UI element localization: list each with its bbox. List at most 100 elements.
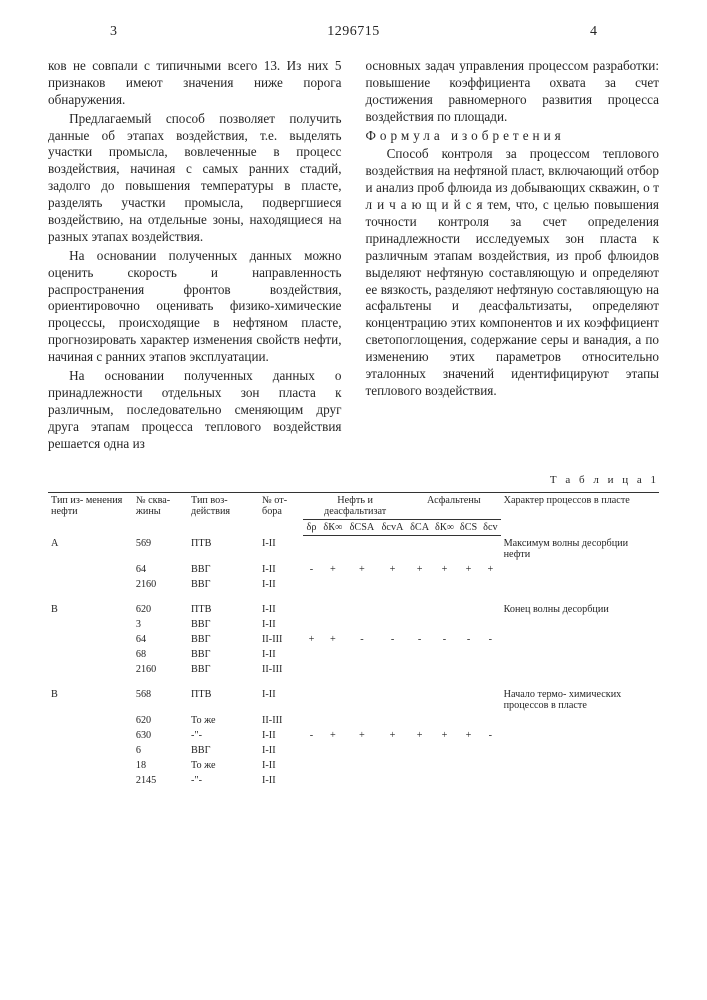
table-cell [432, 536, 457, 562]
table-cell [480, 713, 500, 728]
table-cell [48, 728, 133, 743]
th-sub: δК∞ [432, 520, 457, 536]
table-cell [480, 647, 500, 662]
table-cell: + [457, 562, 480, 577]
th-sub: δcv [480, 520, 500, 536]
table-caption: Т а б л и ц а 1 [48, 474, 659, 486]
th-sub: δCSА [346, 520, 378, 536]
table-cell [407, 592, 432, 617]
page-number-left: 3 [110, 24, 117, 40]
table-cell: I-II [259, 536, 303, 562]
table-row: 2160ВВГI-II [48, 577, 659, 592]
table-body: А569ПТВI-IIМаксимум волны десорбции нефт… [48, 536, 659, 788]
table-cell [501, 713, 659, 728]
table-cell: I-II [259, 677, 303, 713]
table-cell [378, 677, 407, 713]
table-row: В620ПТВI-IIКонец волны десорбции [48, 592, 659, 617]
table-cell [501, 647, 659, 662]
table-cell: 18 [133, 758, 188, 773]
th-sub: δК∞ [320, 520, 346, 536]
table-cell: I-II [259, 758, 303, 773]
page-number-right: 4 [590, 24, 597, 40]
table-cell [320, 713, 346, 728]
table-cell: + [480, 562, 500, 577]
table-cell [480, 617, 500, 632]
table-cell [303, 647, 320, 662]
table-cell: + [320, 728, 346, 743]
table-cell [432, 773, 457, 788]
table-cell: 620 [133, 713, 188, 728]
table-cell: I-II [259, 743, 303, 758]
table-cell [48, 743, 133, 758]
table-cell: I-II [259, 773, 303, 788]
table-cell: А [48, 536, 133, 562]
table-cell: + [432, 562, 457, 577]
table-row: В568ПТВI-IIНачало термо- химических проц… [48, 677, 659, 713]
table-cell [346, 758, 378, 773]
table-cell [378, 536, 407, 562]
text-columns: ков не совпали с типичными всего 13. Из … [48, 58, 659, 454]
table-cell [407, 677, 432, 713]
table-cell [407, 743, 432, 758]
table-cell: - [480, 728, 500, 743]
table-cell [407, 577, 432, 592]
table-cell: I-II [259, 647, 303, 662]
table-cell [48, 577, 133, 592]
right-column: основных задач управления процессом разр… [366, 58, 660, 454]
table-cell [407, 662, 432, 677]
table-cell [407, 536, 432, 562]
table-cell [432, 577, 457, 592]
table-cell [501, 632, 659, 647]
th-type: Тип из- менения нефти [48, 493, 133, 536]
table-cell [303, 713, 320, 728]
th-sub: δCS [457, 520, 480, 536]
table-cell [432, 677, 457, 713]
table-cell [501, 562, 659, 577]
table-cell: + [320, 632, 346, 647]
right-para-0: основных задач управления процессом разр… [366, 58, 660, 126]
table-cell [303, 677, 320, 713]
table-cell [457, 743, 480, 758]
table-cell: II-III [259, 632, 303, 647]
left-para-3: На основании полученных данных о принадл… [48, 368, 342, 452]
table-cell [48, 713, 133, 728]
table-cell: 620 [133, 592, 188, 617]
table-cell: В [48, 592, 133, 617]
table-row: 630-"-I-II-++++++- [48, 728, 659, 743]
th-sub: δCА [407, 520, 432, 536]
th-sample: № от- бора [259, 493, 303, 536]
table-cell: 2160 [133, 662, 188, 677]
table-cell [501, 577, 659, 592]
table-cell [320, 617, 346, 632]
table-cell: - [378, 632, 407, 647]
table-cell [501, 758, 659, 773]
table-cell: I-II [259, 577, 303, 592]
table-cell: 64 [133, 562, 188, 577]
formula-title: Формула изобретения [366, 128, 660, 145]
table-cell [48, 617, 133, 632]
table-cell [320, 773, 346, 788]
table-cell: + [407, 728, 432, 743]
table-cell: 568 [133, 677, 188, 713]
table-cell [501, 662, 659, 677]
th-group-deasph: Нефть и деасфальтизат [303, 493, 407, 520]
table-cell [48, 562, 133, 577]
table-cell [346, 617, 378, 632]
right-para-1: Способ контроля за процессом теплового в… [366, 146, 660, 399]
table-cell: + [320, 562, 346, 577]
table-1: Т а б л и ц а 1 Тип из- менения нефти № … [48, 474, 659, 788]
table-cell [378, 577, 407, 592]
table-cell: 630 [133, 728, 188, 743]
table-cell [346, 592, 378, 617]
table-cell [48, 662, 133, 677]
table-cell: 2145 [133, 773, 188, 788]
table-cell: 64 [133, 632, 188, 647]
table-cell [407, 773, 432, 788]
table-row: 6ВВГI-II [48, 743, 659, 758]
table-cell [407, 713, 432, 728]
table-cell: 68 [133, 647, 188, 662]
table-cell [457, 577, 480, 592]
table-cell [501, 617, 659, 632]
table-cell: I-II [259, 728, 303, 743]
table-row: 18То жеI-II [48, 758, 659, 773]
